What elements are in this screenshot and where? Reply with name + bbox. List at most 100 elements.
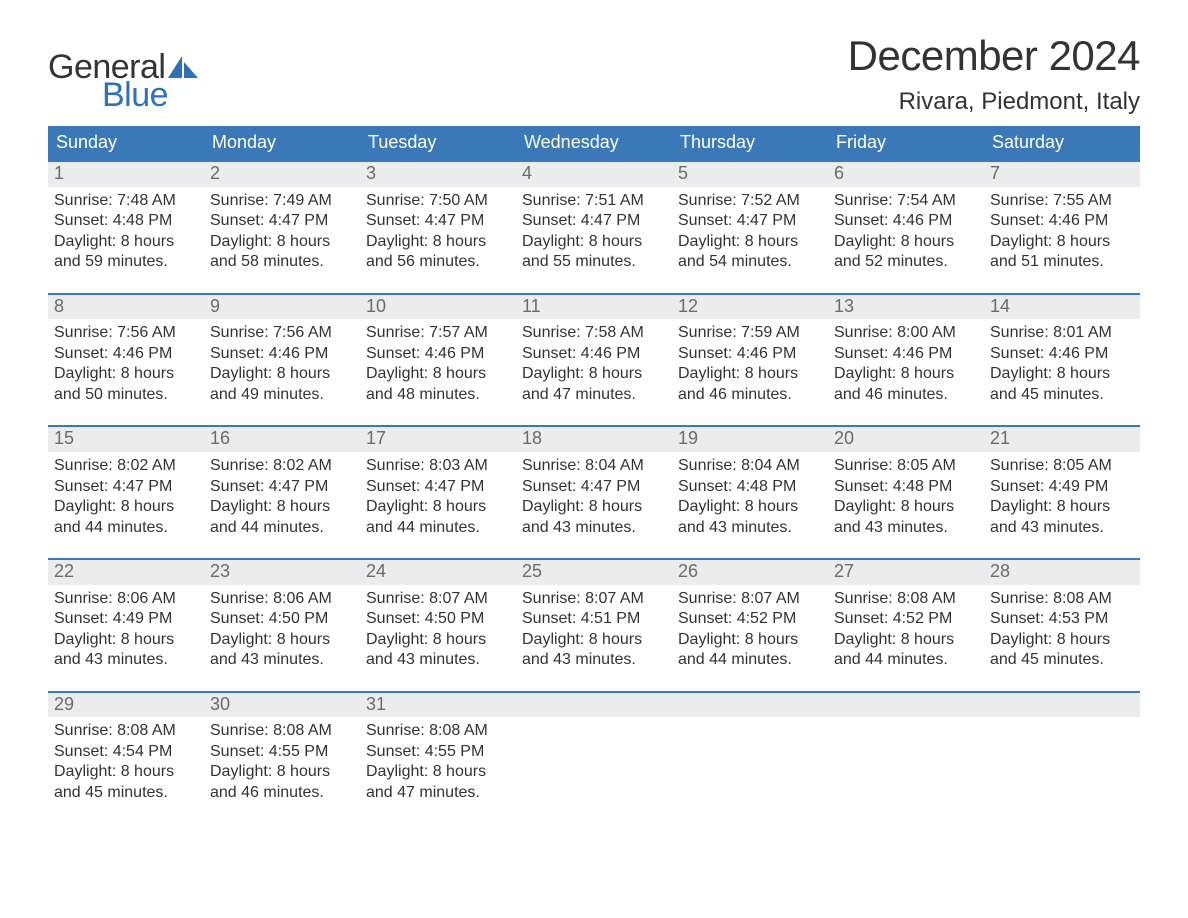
week-row: 29Sunrise: 8:08 AMSunset: 4:54 PMDayligh… [48,691,1140,810]
daylight-line1: Daylight: 8 hours [990,232,1134,252]
daylight-line2: and 43 minutes. [522,650,666,670]
day-number: 11 [516,295,672,320]
day-number: 13 [828,295,984,320]
daylight-line2: and 59 minutes. [54,252,198,272]
sunset-text: Sunset: 4:48 PM [834,477,978,497]
sunrise-text: Sunrise: 8:08 AM [834,589,978,609]
daylight-line2: and 45 minutes. [990,385,1134,405]
daylight-line1: Daylight: 8 hours [834,364,978,384]
day-body: Sunrise: 7:50 AMSunset: 4:47 PMDaylight:… [360,187,516,273]
sunset-text: Sunset: 4:55 PM [210,742,354,762]
empty-day-header [516,693,672,717]
day-body: Sunrise: 8:03 AMSunset: 4:47 PMDaylight:… [360,452,516,538]
sunrise-text: Sunrise: 8:07 AM [678,589,822,609]
day-number: 6 [828,162,984,187]
day-body: Sunrise: 7:57 AMSunset: 4:46 PMDaylight:… [360,319,516,405]
day-body: Sunrise: 7:54 AMSunset: 4:46 PMDaylight:… [828,187,984,273]
day-number: 21 [984,427,1140,452]
week-row: 15Sunrise: 8:02 AMSunset: 4:47 PMDayligh… [48,425,1140,544]
sunset-text: Sunset: 4:46 PM [522,344,666,364]
day-body: Sunrise: 8:08 AMSunset: 4:54 PMDaylight:… [48,717,204,803]
sunrise-text: Sunrise: 7:51 AM [522,191,666,211]
day-cell [828,693,984,810]
day-number: 25 [516,560,672,585]
day-number: 20 [828,427,984,452]
day-number: 30 [204,693,360,718]
daylight-line2: and 48 minutes. [366,385,510,405]
sunrise-text: Sunrise: 8:02 AM [210,456,354,476]
day-cell: 7Sunrise: 7:55 AMSunset: 4:46 PMDaylight… [984,162,1140,279]
day-cell: 5Sunrise: 7:52 AMSunset: 4:47 PMDaylight… [672,162,828,279]
sunset-text: Sunset: 4:52 PM [834,609,978,629]
day-body: Sunrise: 8:06 AMSunset: 4:50 PMDaylight:… [204,585,360,671]
day-number: 8 [48,295,204,320]
daylight-line1: Daylight: 8 hours [366,497,510,517]
day-cell: 27Sunrise: 8:08 AMSunset: 4:52 PMDayligh… [828,560,984,677]
day-body: Sunrise: 7:56 AMSunset: 4:46 PMDaylight:… [204,319,360,405]
empty-day-header [828,693,984,717]
day-number: 17 [360,427,516,452]
sunrise-text: Sunrise: 8:06 AM [54,589,198,609]
sunset-text: Sunset: 4:48 PM [678,477,822,497]
day-cell: 2Sunrise: 7:49 AMSunset: 4:47 PMDaylight… [204,162,360,279]
day-number: 18 [516,427,672,452]
dow-sunday: Sunday [48,126,204,160]
sunrise-text: Sunrise: 8:02 AM [54,456,198,476]
daylight-line2: and 56 minutes. [366,252,510,272]
day-cell: 9Sunrise: 7:56 AMSunset: 4:46 PMDaylight… [204,295,360,412]
sunset-text: Sunset: 4:47 PM [210,211,354,231]
day-number: 2 [204,162,360,187]
daylight-line2: and 44 minutes. [678,650,822,670]
sunset-text: Sunset: 4:51 PM [522,609,666,629]
daylight-line2: and 54 minutes. [678,252,822,272]
sunset-text: Sunset: 4:49 PM [54,609,198,629]
day-cell: 11 Sunrise: 7:58 AMSunset: 4:46 PMDayligh… [516,295,672,412]
daylight-line2: and 55 minutes. [522,252,666,272]
daylight-line2: and 43 minutes. [54,650,198,670]
empty-day-header [984,693,1140,717]
sunset-text: Sunset: 4:54 PM [54,742,198,762]
day-number: 5 [672,162,828,187]
day-number: 23 [204,560,360,585]
daylight-line1: Daylight: 8 hours [522,364,666,384]
day-body: Sunrise: 7:56 AMSunset: 4:46 PMDaylight:… [48,319,204,405]
calendar: Sunday Monday Tuesday Wednesday Thursday… [48,126,1140,809]
daylight-line1: Daylight: 8 hours [678,364,822,384]
sunset-text: Sunset: 4:50 PM [210,609,354,629]
daylight-line1: Daylight: 8 hours [678,497,822,517]
daylight-line1: Daylight: 8 hours [54,364,198,384]
daylight-line1: Daylight: 8 hours [834,497,978,517]
sunset-text: Sunset: 4:46 PM [678,344,822,364]
day-cell: 31Sunrise: 8:08 AMSunset: 4:55 PMDayligh… [360,693,516,810]
day-cell: 15Sunrise: 8:02 AMSunset: 4:47 PMDayligh… [48,427,204,544]
sunrise-text: Sunrise: 8:07 AM [366,589,510,609]
sunrise-text: Sunrise: 8:04 AM [678,456,822,476]
sunrise-text: Sunrise: 8:08 AM [990,589,1134,609]
sunset-text: Sunset: 4:46 PM [834,344,978,364]
sunrise-text: Sunrise: 7:54 AM [834,191,978,211]
empty-day-header [672,693,828,717]
day-number: 28 [984,560,1140,585]
logo-word-blue: Blue [102,78,198,112]
daylight-line2: and 43 minutes. [678,518,822,538]
day-cell: 13Sunrise: 8:00 AMSunset: 4:46 PMDayligh… [828,295,984,412]
daylight-line2: and 44 minutes. [210,518,354,538]
daylight-line1: Daylight: 8 hours [678,630,822,650]
sunset-text: Sunset: 4:52 PM [678,609,822,629]
sunrise-text: Sunrise: 8:01 AM [990,323,1134,343]
day-body: Sunrise: 8:08 AMSunset: 4:53 PMDaylight:… [984,585,1140,671]
day-cell: 30Sunrise: 8:08 AMSunset: 4:55 PMDayligh… [204,693,360,810]
daylight-line2: and 45 minutes. [990,650,1134,670]
day-number: 29 [48,693,204,718]
sunrise-text: Sunrise: 7:56 AM [210,323,354,343]
dow-monday: Monday [204,126,360,160]
day-number: 4 [516,162,672,187]
dow-saturday: Saturday [984,126,1140,160]
day-cell: 23Sunrise: 8:06 AMSunset: 4:50 PMDayligh… [204,560,360,677]
dow-tuesday: Tuesday [360,126,516,160]
sunrise-text: Sunrise: 7:58 AM [522,323,666,343]
week-row: 22Sunrise: 8:06 AMSunset: 4:49 PMDayligh… [48,558,1140,677]
day-number: 3 [360,162,516,187]
day-body: Sunrise: 7:48 AMSunset: 4:48 PMDaylight:… [48,187,204,273]
day-cell: 29Sunrise: 8:08 AMSunset: 4:54 PMDayligh… [48,693,204,810]
